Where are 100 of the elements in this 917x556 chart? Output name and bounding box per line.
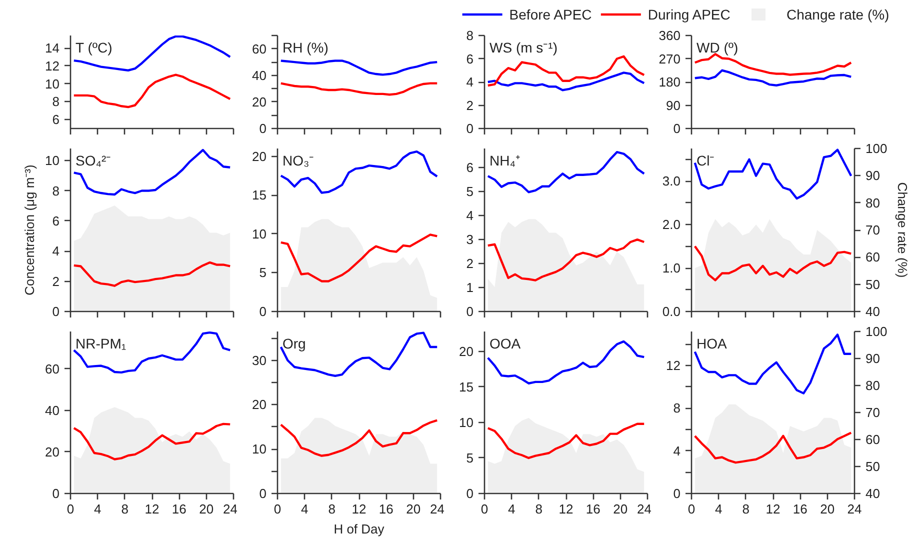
y2-tick-label: 100 (866, 141, 888, 156)
x-tick-label: 12 (144, 502, 160, 516)
line-series (72, 74, 232, 108)
x-tick-label: 24 (223, 502, 238, 516)
y-tick-label: 0 (52, 304, 60, 319)
line-series (72, 36, 232, 72)
y-tick-label: 8 (52, 94, 60, 110)
x-tick-label: 4 (301, 502, 308, 516)
line-series (280, 332, 438, 377)
line-series (486, 340, 646, 384)
y-tick-label: 3 (466, 232, 474, 248)
y-axis-title: Concentration (μg m⁻³) (22, 164, 38, 296)
line-series (694, 334, 852, 394)
line-series (486, 72, 646, 92)
line-series (72, 261, 232, 287)
chart-title: HOA (696, 336, 728, 352)
y-tick-label: 0.0 (662, 304, 681, 319)
y-tick-label: 6 (52, 213, 60, 228)
y2-tick-label: 70 (866, 405, 880, 420)
y-tick-label: 2 (466, 98, 474, 113)
y-tick-label: 20 (45, 444, 60, 460)
x-tick-label: 4 (508, 502, 516, 516)
y-tick-label: 40 (252, 68, 267, 83)
x-tick-label: 8 (535, 502, 542, 516)
y-tick-label: 180 (658, 74, 681, 90)
y-tick-label: 0 (466, 304, 474, 319)
y-tick-label: 0 (52, 486, 60, 501)
y-tick-label: 6 (466, 51, 474, 66)
y2-tick-label: 60 (866, 250, 880, 265)
chart-title: NH₄⁺ (490, 152, 520, 168)
x-tick-label: 12 (766, 502, 780, 516)
x-tick-label: 24 (430, 502, 445, 516)
line-series (72, 148, 232, 196)
y-tick-label: 6 (52, 112, 60, 128)
line-series (486, 150, 646, 194)
y-tick-label: 90 (666, 98, 681, 113)
line-series (280, 82, 438, 96)
x-tick-label: 4 (715, 502, 722, 516)
y2-tick-label: 90 (866, 168, 880, 184)
x-tick-label: 0 (274, 502, 282, 516)
y-tick-label: 4 (466, 74, 474, 90)
line-series (486, 422, 646, 460)
y2-tick-label: 50 (866, 276, 880, 292)
y2-tick-label: 90 (866, 351, 880, 366)
y-tick-label: 10 (45, 153, 60, 168)
line-series (280, 419, 438, 457)
chart-title: NO₃⁻ (282, 152, 314, 168)
y-tick-label: 20 (252, 148, 267, 164)
chart-title: Cl⁻ (696, 152, 715, 168)
y-tick-label: 0 (673, 121, 681, 136)
x-tick-label: 8 (328, 502, 336, 516)
y2-tick-label: 60 (866, 432, 880, 447)
x-tick-label: 16 (378, 502, 394, 516)
y-tick-label: 12 (666, 358, 681, 374)
x-tick-label: 0 (66, 502, 74, 516)
line-series (72, 422, 232, 460)
legend-label: Change rate (%) (786, 6, 890, 22)
legend-label: During APEC (648, 6, 730, 22)
y-tick-label: 8 (466, 28, 474, 43)
y-tick-label: 270 (658, 51, 681, 66)
y-tick-label: 0 (259, 121, 267, 136)
y-tick-label: 2 (52, 274, 60, 289)
y-tick-label: 20 (252, 397, 267, 412)
y-tick-label: 0 (466, 121, 474, 136)
chart-title: SO₄²⁻ (76, 152, 112, 168)
x-tick-label: 16 (792, 502, 808, 516)
y-tick-label: 6 (466, 160, 474, 176)
y-tick-label: 10 (459, 414, 474, 430)
line-series (694, 69, 852, 86)
line-series (280, 234, 438, 282)
x-tick-label: 12 (558, 502, 574, 516)
y-tick-label: 4 (52, 244, 60, 259)
x-axis-title: H of Day (334, 522, 385, 536)
y-tick-label: 60 (252, 41, 267, 56)
y-tick-label: 20 (459, 344, 474, 359)
x-tick-label: 16 (586, 502, 600, 516)
y-tick-label: 12 (45, 58, 60, 74)
y-tick-label: 3.0 (662, 174, 681, 189)
y-tick-label: 10 (252, 226, 267, 242)
y-tick-label: 360 (658, 28, 681, 43)
y-tick-label: 10 (252, 442, 267, 457)
x-tick-label: 0 (688, 502, 696, 516)
y-tick-label: 60 (45, 361, 60, 376)
line-series (694, 432, 852, 464)
y-tick-label: 0 (466, 486, 474, 501)
x-tick-label: 20 (406, 502, 421, 516)
y-tick-label: 15 (252, 188, 267, 203)
chart-title: WS (m s⁻¹) (490, 40, 558, 56)
y-tick-label: 8 (52, 183, 60, 198)
x-tick-label: 8 (742, 502, 750, 516)
y-tick-label: 40 (45, 402, 60, 418)
y-tick-label: 30 (252, 352, 267, 368)
y-tick-label: 4 (673, 443, 681, 458)
x-tick-label: 20 (199, 502, 214, 516)
chart-title: NR-PM₁ (76, 336, 126, 352)
x-tick-label: 0 (480, 502, 488, 516)
chart-title: Org (282, 336, 306, 352)
line-series (694, 245, 852, 282)
y2-tick-label: 100 (866, 324, 888, 339)
x-tick-label: 24 (637, 502, 652, 516)
